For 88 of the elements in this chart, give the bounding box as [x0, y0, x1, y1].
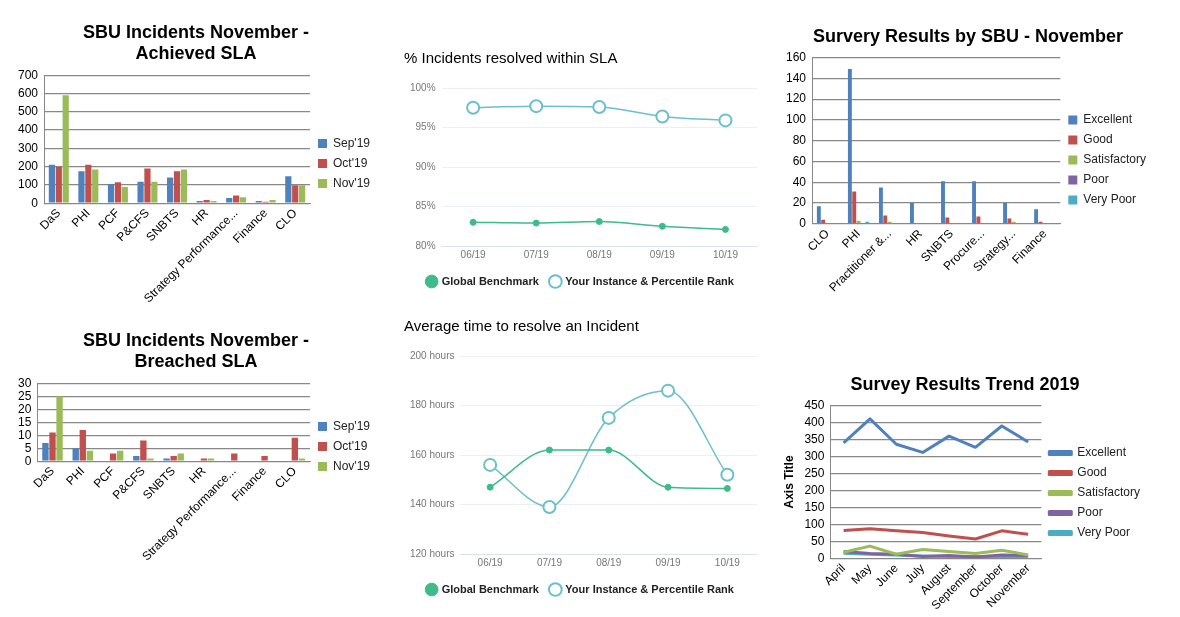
- x-tick-label: PHI: [68, 205, 93, 230]
- x-tick-label: HR: [902, 226, 926, 249]
- y-tick-label: 300: [804, 448, 825, 463]
- y-tick-label: 50: [811, 533, 825, 548]
- y-tick-label: 80: [792, 133, 807, 148]
- y-tick-label: 20: [17, 401, 32, 416]
- y-tick-label: 160: [785, 49, 807, 64]
- x-tick-label: 08/19: [596, 556, 622, 568]
- y-tick-label: 140 hours: [409, 498, 455, 510]
- x-tick-label: 07/19: [523, 248, 550, 260]
- legend-label: Your Instance & Percentile Rank: [565, 274, 735, 287]
- x-tick-label: 10/19: [712, 248, 739, 260]
- chart-title: SBU Incidents November - Breached SLA: [82, 329, 310, 372]
- chart-title: % Incidents resolved within SLA: [404, 49, 618, 67]
- y-tick-label: 30: [17, 375, 32, 390]
- y-axis-title: Axis Title: [781, 455, 796, 509]
- chart-title: Survey Results Trend 2019: [850, 373, 1080, 394]
- x-tick-label: PHI: [63, 463, 88, 488]
- legend-label: Very Poor: [1077, 525, 1131, 540]
- x-tick-label: 09/19: [649, 248, 676, 260]
- legend-label: Satisfactory: [1083, 152, 1147, 167]
- y-tick-label: 0: [799, 216, 807, 231]
- legend-label: Oct'19: [333, 438, 368, 453]
- y-tick-label: 0: [817, 550, 825, 565]
- x-tick-label: May: [848, 560, 875, 587]
- y-tick-label: 25: [17, 388, 32, 403]
- legend-label: Poor: [1083, 172, 1109, 187]
- legend-label: Nov'19: [333, 458, 371, 473]
- y-tick-label: 600: [17, 85, 39, 100]
- chart-title: Average time to resolve an Incident: [404, 317, 640, 335]
- y-tick-label: 450: [804, 397, 825, 412]
- y-tick-label: 250: [804, 465, 825, 480]
- legend-label: Good: [1077, 465, 1107, 480]
- y-tick-label: 400: [804, 414, 825, 429]
- legend-label: Global Benchmark: [441, 274, 540, 287]
- y-tick-label: 200: [17, 158, 39, 173]
- y-tick-label: 500: [17, 104, 39, 119]
- y-tick-label: 200: [804, 482, 825, 497]
- y-tick-label: 100: [785, 112, 807, 127]
- legend-label: Excellent: [1077, 445, 1127, 460]
- y-tick-label: 100: [17, 177, 39, 192]
- x-tick-label: CLO: [272, 205, 300, 234]
- legend-label: Your Instance & Percentile Rank: [565, 582, 735, 595]
- y-tick-label: 40: [792, 174, 807, 189]
- legend-label: Poor: [1077, 505, 1103, 520]
- x-tick-label: 06/19: [477, 556, 504, 568]
- y-tick-label: 80%: [415, 239, 436, 251]
- y-tick-label: 10: [17, 427, 32, 442]
- y-tick-label: 300: [17, 140, 39, 155]
- legend-label: Global Benchmark: [441, 582, 540, 595]
- y-tick-label: 60: [792, 153, 807, 168]
- y-tick-label: 20: [792, 195, 807, 210]
- y-tick-label: 140: [785, 70, 807, 85]
- x-tick-label: CLO: [271, 463, 300, 492]
- x-tick-label: CLO: [804, 226, 832, 254]
- legend-label: Good: [1083, 132, 1113, 147]
- y-tick-label: 100: [804, 516, 825, 531]
- y-tick-label: 200 hours: [409, 349, 455, 361]
- legend-label: Sep'19: [333, 135, 371, 150]
- y-tick-label: 150: [804, 499, 825, 514]
- legend-label: Satisfactory: [1077, 485, 1141, 500]
- legend-label: Excellent: [1083, 112, 1133, 127]
- y-tick-label: 400: [17, 122, 39, 137]
- legend-label: Nov'19: [333, 175, 371, 190]
- x-tick-label: 06/19: [460, 248, 487, 260]
- chart-title: SBU Incidents November - Achieved SLA: [82, 21, 310, 64]
- y-tick-label: 350: [804, 431, 825, 446]
- y-tick-label: 95%: [415, 121, 436, 133]
- y-tick-label: 700: [17, 67, 39, 82]
- legend-label: Oct'19: [333, 155, 368, 170]
- y-tick-label: 5: [24, 440, 32, 455]
- y-tick-label: 180 hours: [409, 399, 455, 411]
- chart-title: Survery Results by SBU - November: [812, 25, 1124, 46]
- legend-label: Very Poor: [1083, 192, 1137, 207]
- y-tick-label: 0: [31, 195, 39, 210]
- x-tick-label: 08/19: [586, 248, 613, 260]
- x-tick-label: 10/19: [714, 556, 741, 568]
- legend-label: Sep'19: [333, 418, 371, 433]
- y-tick-label: 85%: [415, 200, 436, 212]
- x-tick-label: 09/19: [655, 556, 681, 568]
- x-tick-label: 07/19: [536, 556, 563, 568]
- y-tick-label: 120 hours: [409, 547, 455, 559]
- y-tick-label: 100%: [410, 81, 436, 93]
- y-tick-label: 120: [785, 91, 807, 106]
- y-tick-label: 15: [17, 414, 32, 429]
- y-tick-label: 160 hours: [409, 448, 455, 460]
- y-tick-label: 90%: [415, 160, 436, 172]
- y-tick-label: 0: [24, 453, 32, 468]
